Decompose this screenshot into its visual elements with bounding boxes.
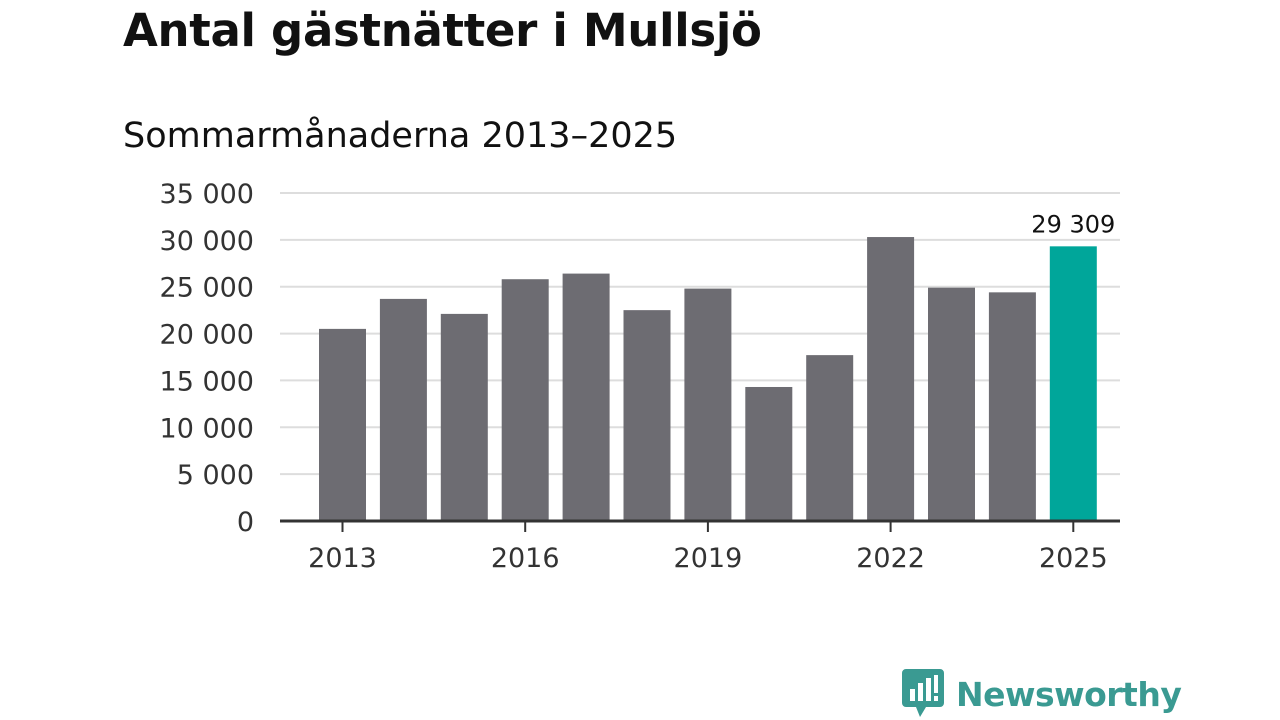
bar [806, 355, 854, 521]
bar [319, 328, 366, 521]
x-tick-label: 2013 [308, 543, 377, 574]
newsworthy-logo: Newsworthy [902, 669, 1182, 719]
x-tick-label: 2016 [491, 543, 560, 574]
bar [623, 310, 671, 521]
bar [562, 273, 610, 521]
data-labels: 29 309 [1031, 210, 1115, 238]
y-tick-label: 30 000 [160, 226, 254, 257]
bar [745, 386, 793, 521]
chart-title: Antal gästnätter i Mullsjö [123, 4, 762, 57]
x-axis-ticks: 2013 2016 2019 2022 2025 [308, 521, 1108, 574]
y-tick-label: 20 000 [160, 320, 254, 351]
x-tick-label: 2019 [674, 543, 743, 574]
newsworthy-logo-icon [902, 669, 944, 717]
x-tick-label: 2022 [856, 543, 925, 574]
bar-chart: 0 5 000 10 000 15 000 20 000 25 000 30 000 35 0… [160, 179, 1120, 574]
y-tick-label: 5 000 [177, 460, 254, 491]
bar [867, 237, 915, 521]
bar [501, 279, 549, 521]
brand-name: Newsworthy [956, 674, 1182, 714]
bar-highlight [1049, 246, 1097, 521]
y-tick-label: 0 [237, 507, 254, 538]
chart-subtitle: Sommarmånaderna 2013–2025 [123, 116, 678, 156]
y-tick-label: 10 000 [160, 413, 254, 444]
y-tick-label: 35 000 [160, 179, 254, 210]
bar [440, 313, 488, 521]
x-tick-label: 2025 [1039, 543, 1108, 574]
bar [988, 292, 1036, 521]
bar [928, 287, 975, 521]
y-axis-ticks: 0 5 000 10 000 15 000 20 000 25 000 30 000 35 0… [160, 179, 254, 538]
bar [684, 288, 732, 521]
bar [379, 298, 427, 521]
data-label: 29 309 [1031, 210, 1115, 238]
y-tick-label: 15 000 [160, 366, 254, 397]
y-tick-label: 25 000 [160, 273, 254, 304]
bars [319, 237, 1097, 521]
